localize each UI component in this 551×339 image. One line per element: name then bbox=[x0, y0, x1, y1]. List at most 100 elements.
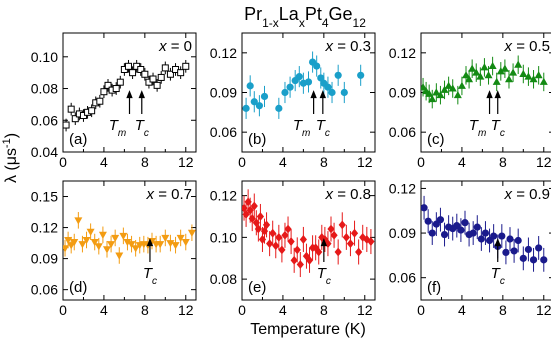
data-point bbox=[82, 236, 91, 245]
data-point bbox=[313, 62, 321, 70]
data-point bbox=[340, 88, 348, 97]
data-point bbox=[468, 64, 477, 72]
x-tick-label: 8 bbox=[320, 154, 328, 170]
y-tick-label: 0.12 bbox=[389, 45, 416, 61]
composition-label: x = 0.8 bbox=[325, 186, 371, 203]
data-point bbox=[281, 230, 289, 240]
data-point bbox=[490, 232, 498, 240]
data-point bbox=[334, 71, 342, 79]
data-point bbox=[492, 77, 501, 85]
panel-1: 0 4 8 12 0.04 0.06 0.08 0.10 (a) x = 0 Tm Tc bbox=[31, 32, 197, 170]
x-tick-label: 0 bbox=[59, 302, 67, 318]
x-axis-label: Temperature (K) bbox=[250, 321, 366, 338]
data-point bbox=[321, 235, 329, 244]
data-point bbox=[514, 60, 523, 68]
data-point bbox=[115, 252, 124, 260]
data-point bbox=[327, 224, 335, 234]
y-tick-label: 0.09 bbox=[31, 251, 58, 267]
data-point bbox=[254, 224, 262, 234]
data-point bbox=[94, 243, 103, 251]
transition-label: Tm bbox=[293, 117, 311, 139]
panel-tag: (b) bbox=[248, 131, 266, 148]
transition-label: Tc bbox=[143, 265, 157, 287]
panel-5: 0 4 8 12 0.08 0.10 0.12 (e) x = 0.8 Tc bbox=[210, 180, 376, 318]
y-tick-label: 0.04 bbox=[31, 144, 58, 160]
composition-label: x = 0 bbox=[158, 38, 192, 55]
data-point bbox=[457, 226, 465, 234]
data-point bbox=[275, 104, 283, 112]
arrow-head bbox=[494, 238, 501, 247]
data-point bbox=[488, 61, 497, 70]
y-tick-label: 0.09 bbox=[389, 85, 416, 101]
data-point bbox=[529, 75, 538, 83]
arrow-head bbox=[494, 90, 501, 99]
data-point bbox=[256, 212, 265, 221]
transition-label: Tc bbox=[316, 117, 330, 139]
data-point bbox=[519, 254, 527, 262]
data-point bbox=[453, 90, 462, 99]
plot-frame bbox=[62, 32, 197, 153]
data-point bbox=[350, 228, 359, 238]
data-point bbox=[290, 255, 298, 265]
data-point bbox=[317, 74, 325, 82]
data-point bbox=[156, 241, 165, 249]
data-point bbox=[295, 73, 303, 81]
data-point bbox=[324, 239, 332, 249]
data-point bbox=[324, 83, 332, 91]
panel-6: 0 4 8 12 0.06 0.09 0.12 (f) x = 0.9 Tc bbox=[389, 180, 551, 318]
data-point bbox=[86, 228, 95, 236]
arrow-head bbox=[138, 90, 145, 99]
data-point bbox=[127, 241, 136, 249]
data-point bbox=[484, 71, 493, 79]
data-point bbox=[357, 71, 365, 79]
data-point bbox=[432, 88, 441, 96]
x-tick-label: 8 bbox=[320, 302, 328, 318]
panel-tag: (f) bbox=[427, 279, 441, 296]
data-point bbox=[334, 247, 342, 257]
data-point bbox=[428, 94, 437, 103]
transition-label: Tc bbox=[135, 117, 149, 139]
arrow-head bbox=[486, 90, 493, 99]
x-tick-label: 8 bbox=[499, 302, 507, 318]
data-point bbox=[161, 234, 170, 243]
y-tick-label: 0.10 bbox=[31, 49, 58, 65]
arrow-head bbox=[126, 90, 133, 99]
data-point bbox=[107, 241, 116, 249]
data-point bbox=[177, 69, 185, 77]
x-tick-label: 8 bbox=[141, 154, 149, 170]
x-tick-label: 12 bbox=[357, 154, 373, 170]
data-point bbox=[166, 70, 174, 78]
data-point bbox=[266, 239, 274, 249]
data-point bbox=[269, 228, 277, 238]
data-point bbox=[100, 88, 108, 96]
y-tick-label: 0.09 bbox=[389, 225, 416, 241]
y-tick-label: 0.06 bbox=[210, 124, 237, 140]
data-point bbox=[481, 229, 490, 237]
data-point bbox=[171, 242, 180, 250]
transition-label: Tc bbox=[317, 265, 331, 287]
data-point bbox=[272, 241, 280, 251]
x-tick-label: 12 bbox=[178, 302, 194, 318]
data-point bbox=[137, 65, 145, 73]
series bbox=[63, 212, 196, 264]
data-point bbox=[131, 245, 140, 253]
data-point bbox=[355, 247, 363, 257]
data-point bbox=[98, 231, 107, 240]
data-point bbox=[299, 235, 307, 244]
transition-label: Tc bbox=[491, 117, 505, 139]
data-point bbox=[181, 239, 190, 247]
panel-tag: (c) bbox=[427, 131, 445, 148]
transition-label: Tc bbox=[491, 265, 505, 287]
data-point bbox=[502, 248, 510, 256]
data-point bbox=[457, 81, 466, 89]
plot-frame bbox=[62, 180, 197, 301]
data-point bbox=[112, 85, 120, 93]
series bbox=[421, 195, 548, 272]
data-point bbox=[70, 239, 79, 247]
series bbox=[63, 59, 190, 132]
y-axis-label: λ (μs-1) bbox=[1, 133, 20, 183]
x-tick-label: 4 bbox=[458, 302, 466, 318]
data-point bbox=[338, 220, 346, 230]
data-point bbox=[64, 236, 73, 245]
